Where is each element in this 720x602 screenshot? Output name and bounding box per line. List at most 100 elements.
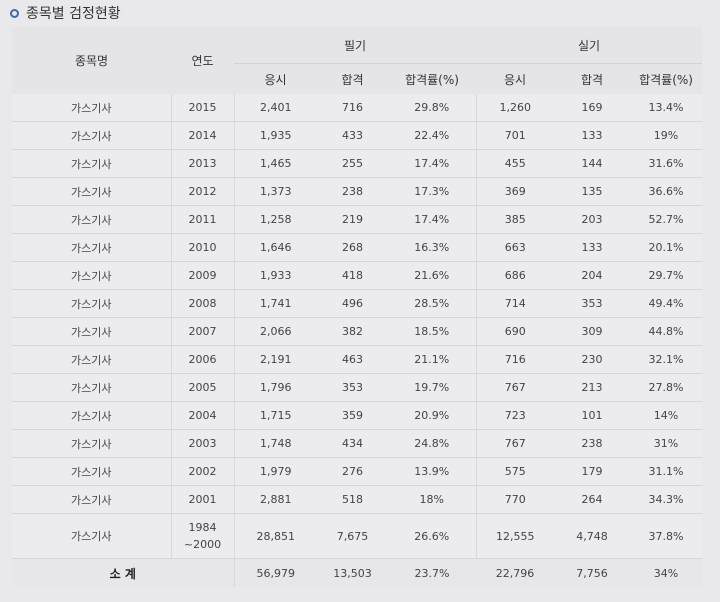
cell-written-rate: 13.9% (388, 457, 477, 486)
cell-practical-passed: 203 (554, 205, 631, 234)
cell-practical-rate: 52.7% (630, 205, 703, 234)
cell-year: 2011 (171, 205, 235, 234)
cell-written-applicants: 1,258 (234, 205, 317, 234)
table-row: 가스기사 2009 1,933 418 21.6% 686 204 29.7% (12, 261, 703, 290)
cell-year: 2006 (171, 345, 235, 374)
cell-practical-applicants: 770 (476, 485, 555, 514)
cell-practical-rate: 34.3% (630, 485, 703, 514)
cell-name: 가스기사 (12, 401, 172, 430)
cell-practical-applicants: 686 (476, 261, 555, 290)
cell-written-rate: 22.4% (388, 121, 477, 150)
cell-name: 가스기사 (12, 233, 172, 262)
cell-year: 2002 (171, 457, 235, 486)
cell-written-passed: 434 (317, 429, 388, 458)
cell-name: 가스기사 (12, 289, 172, 318)
cell-name: 가스기사 (12, 177, 172, 206)
cell-practical-passed: 133 (554, 233, 631, 262)
cell-practical-passed: 230 (554, 345, 631, 374)
cell-written-passed: 359 (317, 401, 388, 430)
cell-written-rate: 17.4% (388, 149, 477, 178)
cell-written-applicants: 1,796 (234, 373, 317, 402)
table-row: 가스기사 2014 1,935 433 22.4% 701 133 19% (12, 121, 703, 150)
section-title: 종목별 검정현황 (26, 6, 121, 22)
cell-year: 2001 (171, 485, 235, 514)
cell-written-rate: 24.8% (388, 429, 477, 458)
cell-practical-rate: 31.6% (630, 149, 703, 178)
cell-name: 가스기사 (12, 345, 172, 374)
cell-written-applicants: 1,935 (234, 121, 317, 150)
cell-practical-passed: 135 (554, 177, 631, 206)
cell-practical-applicants: 716 (476, 345, 555, 374)
cell-name: 가스기사 (12, 457, 172, 486)
cell-name: 가스기사 (12, 485, 172, 514)
cell-practical-rate: 27.8% (630, 373, 703, 402)
cell-year: 2014 (171, 121, 235, 150)
cell-written-rate: 26.6% (388, 513, 477, 559)
cell-practical-rate: 13.4% (630, 94, 703, 122)
cell-written-passed: 418 (317, 261, 388, 290)
cell-practical-applicants: 701 (476, 121, 555, 150)
cell-year: 2015 (171, 94, 235, 122)
cell-practical-rate: 20.1% (630, 233, 703, 262)
cell-year: 2005 (171, 373, 235, 402)
cell-practical-rate: 31% (630, 429, 703, 458)
cell-written-passed: 7,675 (317, 513, 388, 559)
cell-year-range: 1984 ~2000 (171, 513, 235, 559)
cell-practical-passed: 144 (554, 149, 631, 178)
cell-practical-applicants: 723 (476, 401, 555, 430)
cell-written-applicants: 1,979 (234, 457, 317, 486)
cell-practical-rate: 14% (630, 401, 703, 430)
cell-written-rate: 18% (388, 485, 477, 514)
cell-written-passed: 219 (317, 205, 388, 234)
cell-written-rate: 17.4% (388, 205, 477, 234)
cell-practical-passed: 213 (554, 373, 631, 402)
cell-practical-passed: 179 (554, 457, 631, 486)
total-row: 소 계 56,979 13,503 23.7% 22,796 7,756 34% (12, 558, 703, 587)
table-row: 가스기사 2001 2,881 518 18% 770 264 34.3% (12, 485, 703, 514)
cell-written-applicants: 1,933 (234, 261, 317, 290)
table-row: 가스기사 2015 2,401 716 29.8% 1,260 169 13.4… (12, 94, 703, 122)
table-row: 가스기사 2012 1,373 238 17.3% 369 135 36.6% (12, 177, 703, 206)
cell-written-rate: 19.7% (388, 373, 477, 402)
cell-practical-rate: 32.1% (630, 345, 703, 374)
header-written-applicants: 응시 (234, 63, 317, 94)
cell-written-applicants: 28,851 (234, 513, 317, 559)
total-practical-applicants: 22,796 (476, 558, 555, 587)
cell-practical-rate: 19% (630, 121, 703, 150)
total-label: 소 계 (12, 558, 235, 587)
cell-practical-applicants: 575 (476, 457, 555, 486)
table-row: 가스기사 2013 1,465 255 17.4% 455 144 31.6% (12, 149, 703, 178)
cell-practical-applicants: 767 (476, 429, 555, 458)
table-row: 가스기사 2005 1,796 353 19.7% 767 213 27.8% (12, 373, 703, 402)
cell-practical-rate: 36.6% (630, 177, 703, 206)
cell-year: 2013 (171, 149, 235, 178)
section-heading: 종목별 검정현황 (10, 3, 121, 23)
cell-practical-rate: 37.8% (630, 513, 703, 559)
cell-practical-rate: 49.4% (630, 289, 703, 318)
cell-written-applicants: 1,748 (234, 429, 317, 458)
header-name: 종목명 (12, 27, 171, 94)
table-row: 가스기사 2002 1,979 276 13.9% 575 179 31.1% (12, 457, 703, 486)
cell-year: 2012 (171, 177, 235, 206)
header-written-pass-rate: 합격률(%) (388, 63, 477, 94)
cell-year: 2004 (171, 401, 235, 430)
cell-name: 가스기사 (12, 261, 172, 290)
table-row: 가스기사 2010 1,646 268 16.3% 663 133 20.1% (12, 233, 703, 262)
cell-practical-passed: 169 (554, 94, 631, 122)
cell-name: 가스기사 (12, 513, 172, 559)
table-row: 가스기사 2004 1,715 359 20.9% 723 101 14% (12, 401, 703, 430)
table-row: 가스기사 2003 1,748 434 24.8% 767 238 31% (12, 429, 703, 458)
header-practical-pass-rate: 합격률(%) (630, 63, 703, 94)
cell-written-passed: 433 (317, 121, 388, 150)
cell-practical-passed: 101 (554, 401, 631, 430)
cell-written-rate: 17.3% (388, 177, 477, 206)
cell-year: 2010 (171, 233, 235, 262)
header-written: 필기 (234, 27, 477, 64)
cell-practical-passed: 238 (554, 429, 631, 458)
cell-written-applicants: 1,646 (234, 233, 317, 262)
total-written-rate: 23.7% (388, 558, 477, 587)
cell-practical-applicants: 767 (476, 373, 555, 402)
cell-written-applicants: 2,401 (234, 94, 317, 122)
cell-year: 2003 (171, 429, 235, 458)
header-practical: 실기 (476, 27, 703, 64)
